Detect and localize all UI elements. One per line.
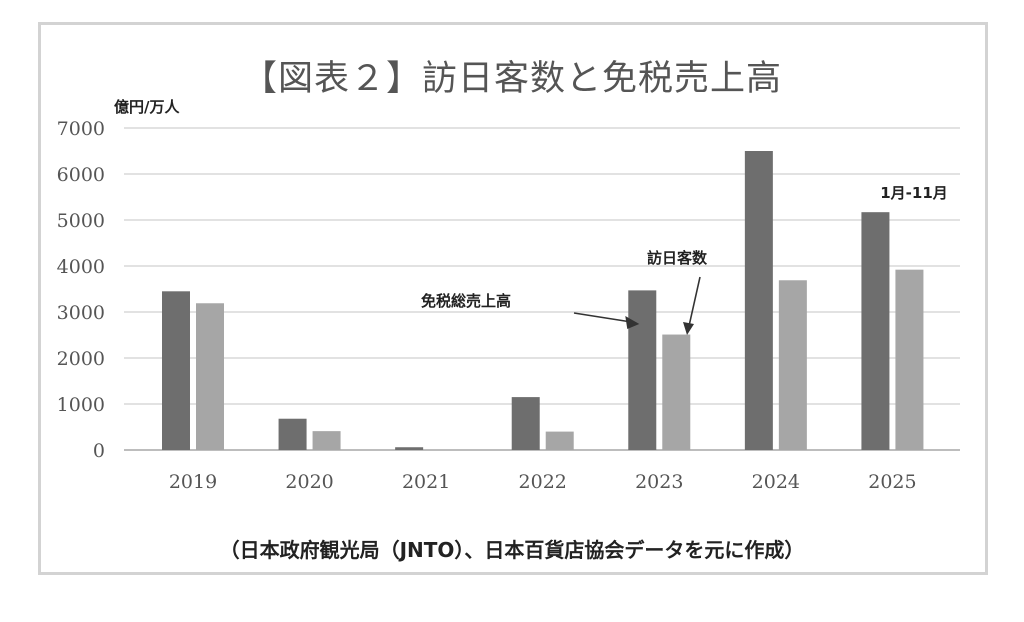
visitors-arrow-line [688, 276, 701, 327]
x-tick-label: 2023 [635, 471, 683, 493]
sales-arrow-line [573, 312, 632, 323]
y-tick-label: 3000 [57, 302, 105, 324]
x-tick-label: 2022 [519, 471, 567, 493]
bar-visitors-2022 [545, 431, 574, 450]
chart-title: 【図表２】訪日客数と免税売上高 [241, 59, 782, 99]
bar-visitors-2024 [778, 280, 807, 450]
bar-visitors-2023 [662, 334, 691, 450]
y-tick-label: 1000 [57, 394, 105, 416]
bar-visitors-2025 [895, 269, 924, 450]
bar-sales-2020 [278, 418, 307, 450]
bar-visitors-2020 [312, 431, 341, 450]
bar-sales-2025 [861, 212, 890, 450]
x-tick-label: 2020 [285, 471, 333, 493]
visitors-arrow-head [683, 322, 694, 335]
y-axis-unit-label: 億円/万人 [114, 98, 180, 116]
period-annotation: 1月-11月 [880, 184, 948, 202]
y-tick-label: 7000 [57, 118, 105, 140]
bar-sales-2022 [511, 397, 540, 450]
y-tick-label: 2000 [57, 348, 105, 370]
y-tick-label: 6000 [57, 164, 105, 186]
x-tick-label: 2019 [169, 471, 217, 493]
sales-arrow-head [625, 316, 640, 329]
bar-visitors-2019 [196, 303, 224, 450]
bar-sales-2023 [628, 290, 657, 450]
visitors-annotation: 訪日客数 [647, 249, 708, 267]
bar-sales-2019 [162, 291, 190, 450]
x-tick-label: 2021 [402, 471, 450, 493]
x-tick-label: 2024 [752, 471, 800, 493]
source-note: （日本政府観光局（JNTO）、日本百貨店協会データを元に作成） [219, 538, 805, 562]
sales-annotation: 免税総売上高 [421, 292, 511, 310]
x-tick-label: 2025 [868, 471, 916, 493]
chart-frame [38, 22, 988, 575]
y-tick-label: 4000 [57, 256, 105, 278]
y-tick-label: 5000 [57, 210, 105, 232]
y-tick-label: 0 [93, 440, 105, 462]
bar-sales-2024 [744, 151, 773, 450]
bar-sales-2021 [395, 447, 424, 450]
